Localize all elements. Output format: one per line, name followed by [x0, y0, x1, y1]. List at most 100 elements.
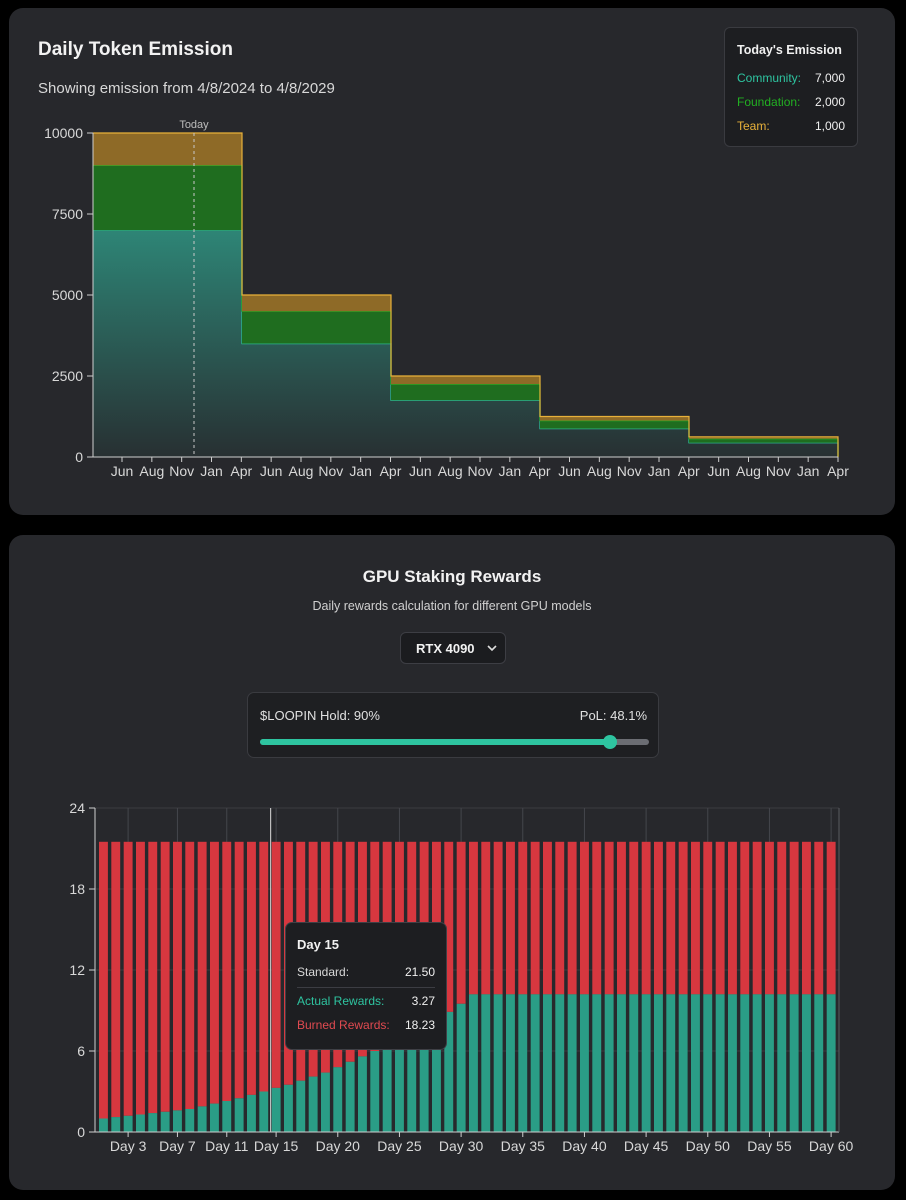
- legend-team-label: Team:: [737, 119, 770, 133]
- x-tick-label: Aug: [736, 463, 761, 479]
- slider-fill: [260, 739, 611, 745]
- bar-actual: [148, 1113, 158, 1132]
- bar-actual: [160, 1111, 170, 1133]
- bar-actual: [555, 994, 565, 1132]
- bar-burned: [543, 841, 552, 995]
- x-tick-label: Jan: [648, 463, 671, 479]
- x-tick-label: Day 60: [809, 1138, 854, 1154]
- bar-actual: [740, 994, 750, 1132]
- bar-actual: [543, 994, 552, 1132]
- bar-actual: [802, 994, 811, 1132]
- tooltip-divider: [297, 987, 435, 988]
- legend-community-label: Community:: [737, 71, 802, 85]
- bar-actual: [234, 1098, 244, 1133]
- chevron-down-icon: [487, 639, 497, 660]
- bar-burned: [617, 841, 626, 995]
- bar-burned: [456, 841, 466, 1004]
- bar-burned: [826, 841, 836, 995]
- loopin-hold-slider[interactable]: [260, 735, 649, 749]
- y-tick-label: 24: [69, 800, 85, 816]
- legend-foundation-label: Foundation:: [737, 95, 801, 109]
- bar-burned: [814, 841, 824, 995]
- staking-subtitle: Daily rewards calculation for different …: [312, 599, 592, 613]
- x-tick-label: Jun: [558, 463, 581, 479]
- bar-burned: [234, 841, 244, 1099]
- x-tick-label: Jan: [499, 463, 522, 479]
- day-tooltip: Day 15 Standard: 21.50 Actual Rewards: 3…: [285, 922, 447, 1050]
- bar-actual: [419, 1026, 429, 1132]
- bar-actual: [432, 1019, 441, 1132]
- bar-actual: [617, 994, 626, 1132]
- bar-actual: [444, 1011, 454, 1132]
- bar-actual: [99, 1118, 108, 1132]
- bar-actual: [580, 994, 589, 1132]
- legend-row-foundation: Foundation: 2,000: [737, 95, 845, 111]
- bar-burned: [715, 841, 725, 995]
- bar-actual: [826, 994, 836, 1132]
- y-tick-label: 18: [69, 881, 85, 897]
- bar-burned: [111, 841, 121, 1118]
- x-tick-label: Jun: [409, 463, 432, 479]
- x-tick-label: Jun: [707, 463, 730, 479]
- bar-actual: [259, 1091, 269, 1132]
- bar-actual: [666, 994, 676, 1132]
- legend-team-value: 1,000: [814, 119, 845, 133]
- bar-actual: [493, 994, 503, 1132]
- bar-actual: [592, 994, 602, 1132]
- bar-actual: [210, 1103, 219, 1132]
- bar-actual: [654, 994, 663, 1132]
- bar-burned: [654, 841, 663, 995]
- bar-actual: [333, 1067, 343, 1132]
- legend-row-team: Team: 1,000: [737, 119, 845, 135]
- gpu-model-select[interactable]: RTX 4090: [400, 632, 506, 664]
- bar-burned: [469, 841, 478, 995]
- x-tick-label: Apr: [678, 463, 700, 479]
- x-tick-label: Jan: [797, 463, 820, 479]
- x-tick-label: Day 15: [254, 1138, 299, 1154]
- bar-actual: [247, 1094, 256, 1132]
- bar-actual: [358, 1056, 367, 1132]
- bar-burned: [247, 841, 256, 1095]
- bar-burned: [530, 841, 540, 995]
- bar-actual: [678, 994, 688, 1132]
- x-tick-label: Day 55: [747, 1138, 792, 1154]
- bar-actual: [197, 1106, 207, 1132]
- bar-actual: [728, 994, 737, 1132]
- bar-burned: [703, 841, 713, 995]
- tooltip-actual-label: Actual Rewards:: [297, 994, 385, 1008]
- bar-actual: [123, 1115, 133, 1132]
- bar-burned: [136, 841, 145, 1115]
- x-tick-label: Day 11: [205, 1138, 249, 1154]
- x-tick-label: Apr: [380, 463, 402, 479]
- bar-actual: [308, 1076, 318, 1132]
- x-tick-label: Nov: [468, 463, 493, 479]
- bar-actual: [814, 994, 824, 1132]
- x-tick-label: Nov: [169, 463, 194, 479]
- staking-rewards-chart: 0 6 12 18 24 Day 3 Day 7 Day 11 Day 15 Day 20 Day …: [69, 800, 854, 1154]
- bar-burned: [210, 841, 219, 1104]
- bar-actual: [395, 1038, 404, 1132]
- slider-thumb[interactable]: [603, 735, 618, 749]
- line-team: [93, 132, 839, 457]
- bar-actual: [382, 1045, 392, 1132]
- x-tick-label: Day 30: [439, 1138, 484, 1154]
- bar-burned: [197, 841, 207, 1107]
- bar-actual: [185, 1109, 195, 1132]
- bar-burned: [580, 841, 589, 995]
- bar-actual: [469, 994, 478, 1132]
- x-tick-label: Apr: [230, 463, 252, 479]
- bar-burned: [752, 841, 762, 995]
- bar-burned: [740, 841, 750, 995]
- bar-actual: [222, 1101, 232, 1132]
- y-tick-label: 0: [77, 1124, 85, 1140]
- tooltip-row-actual: Actual Rewards: 3.27: [297, 994, 435, 1008]
- emission-title: Daily Token Emission: [38, 39, 233, 60]
- gpu-model-value: RTX 4090: [416, 641, 475, 656]
- y-tick-label: 2500: [52, 368, 83, 384]
- bar-burned: [493, 841, 503, 995]
- x-tick-label: Apr: [529, 463, 551, 479]
- bar-actual: [284, 1084, 293, 1133]
- bar-actual: [604, 994, 614, 1132]
- bar-actual: [271, 1087, 281, 1132]
- tooltip-standard-value: 21.50: [404, 965, 435, 979]
